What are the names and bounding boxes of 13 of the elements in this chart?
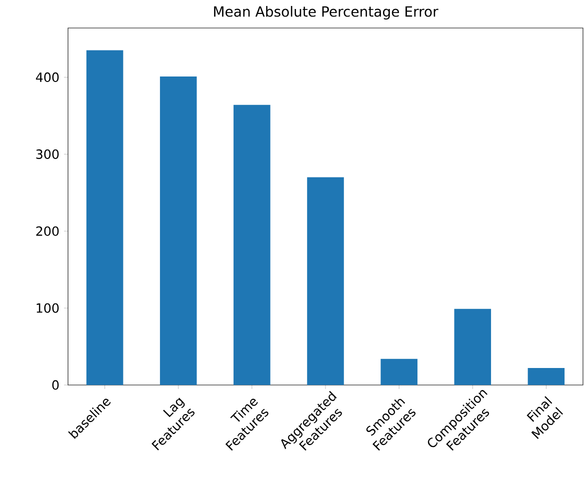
bar <box>160 76 197 385</box>
y-tick-label: 400 <box>36 72 59 82</box>
bar <box>307 177 344 385</box>
y-tick-label: 300 <box>36 149 59 159</box>
bar <box>528 368 565 385</box>
bar <box>454 308 492 385</box>
y-tick-label: 0 <box>52 380 59 390</box>
bar <box>86 50 124 385</box>
y-tick-label: 100 <box>36 303 59 313</box>
chart-title: Mean Absolute Percentage Error <box>214 6 438 20</box>
bar <box>380 358 418 385</box>
bar <box>234 104 270 385</box>
y-tick-label: 200 <box>36 226 59 236</box>
